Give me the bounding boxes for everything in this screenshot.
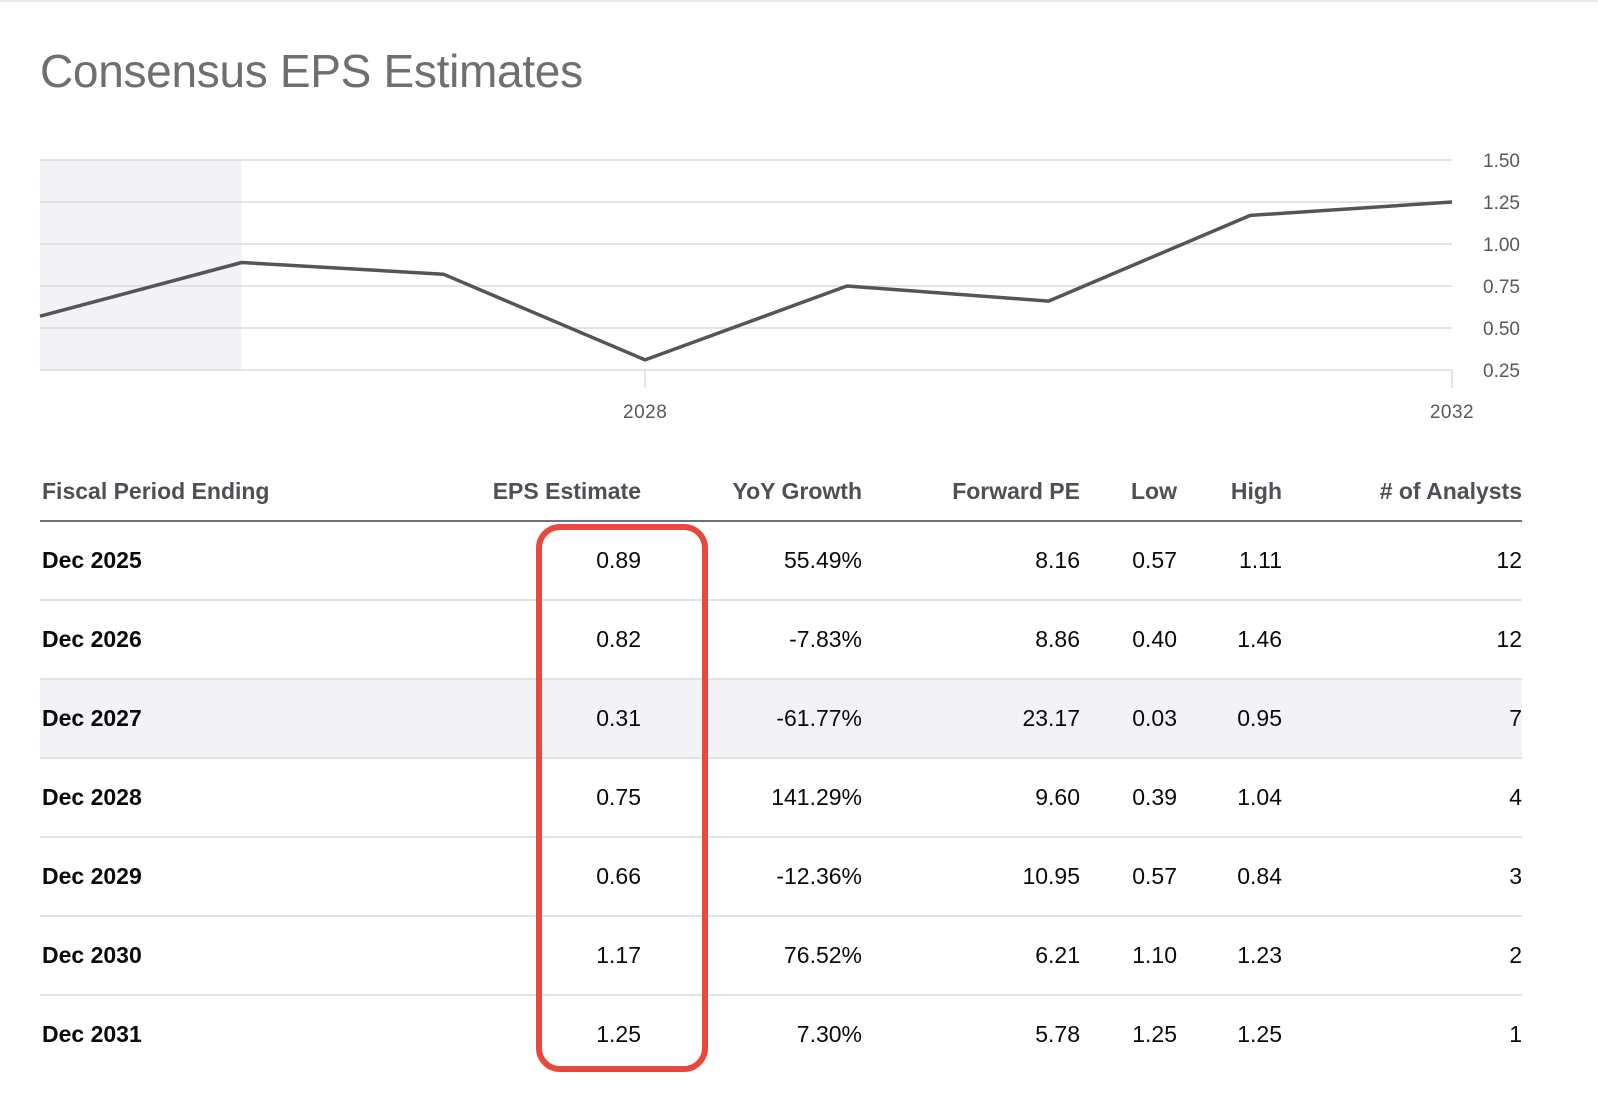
gridlines	[40, 159, 1452, 371]
high-cell: 1.04	[1177, 758, 1282, 838]
table-row: Dec 2030 1.17 76.52% 6.21 1.10 1.23 2	[40, 916, 1522, 996]
y-tick-label: 0.25	[1483, 361, 1520, 382]
data-point	[240, 260, 244, 264]
high-cell: 0.95	[1177, 679, 1282, 759]
data-point	[1450, 200, 1454, 204]
forward-pe-cell: 8.16	[862, 521, 1080, 601]
high-cell: 1.11	[1177, 521, 1282, 601]
yoy-growth-cell: -61.77%	[641, 679, 862, 759]
table-row-highlighted: Dec 2027 0.31 -61.77% 23.17 0.03 0.95 7	[40, 679, 1522, 759]
forward-pe-cell: 10.95	[862, 837, 1080, 917]
high-cell: 0.84	[1177, 837, 1282, 917]
x-axis-ticks: 2028 2032	[623, 370, 1474, 423]
fiscal-period-cell: Dec 2030	[40, 916, 381, 996]
column-header-fiscal-period[interactable]: Fiscal Period Ending	[40, 462, 381, 522]
analysts-cell: 2	[1282, 916, 1522, 996]
yoy-growth-cell: -7.83%	[641, 600, 862, 680]
table-row: Dec 2029 0.66 -12.36% 10.95 0.57 0.84 3	[40, 837, 1522, 917]
analysts-cell: 3	[1282, 837, 1522, 917]
forward-pe-cell: 23.17	[862, 679, 1080, 759]
analysts-cell: 4	[1282, 758, 1522, 838]
low-cell: 0.57	[1080, 837, 1177, 917]
yoy-growth-cell: 55.49%	[641, 521, 862, 601]
yoy-growth-cell: 141.29%	[641, 758, 862, 838]
eps-line-chart: 0.25 0.50 0.75 1.00 1.25 1.50 2028 2032	[38, 151, 1520, 423]
table-header-row: Fiscal Period Ending EPS Estimate YoY Gr…	[40, 462, 1522, 522]
eps-estimate-cell: 1.25	[596, 1021, 641, 1047]
eps-estimate-cell: 0.66	[381, 837, 641, 917]
fiscal-period-cell: Dec 2031	[42, 1021, 142, 1047]
data-point	[643, 358, 647, 362]
y-tick-label: 1.25	[1483, 193, 1520, 214]
top-divider	[0, 0, 1598, 2]
column-header-forward-pe[interactable]: Forward PE	[862, 462, 1080, 522]
eps-estimates-table: Fiscal Period Ending EPS Estimate YoY Gr…	[40, 462, 1522, 1073]
data-point	[845, 284, 849, 288]
analysts-cell: 7	[1282, 679, 1522, 759]
analysts-cell: 1	[1509, 1021, 1522, 1047]
x-tick-label: 2032	[1430, 402, 1474, 423]
eps-series-line	[39, 200, 1453, 362]
yoy-growth-cell: -12.36%	[641, 837, 862, 917]
low-cell: 0.39	[1080, 758, 1177, 838]
historical-shaded-region	[40, 160, 242, 370]
forward-pe-cell: 9.60	[862, 758, 1080, 838]
yoy-growth-cell: 76.52%	[641, 916, 862, 996]
column-header-low[interactable]: Low	[1080, 462, 1177, 522]
column-header-high[interactable]: High	[1177, 462, 1282, 522]
fiscal-period-cell: Dec 2029	[40, 837, 381, 917]
table-row: Dec 2026 0.82 -7.83% 8.86 0.40 1.46 12	[40, 600, 1522, 680]
high-cell: 1.23	[1177, 916, 1282, 996]
data-point	[1047, 299, 1051, 303]
eps-estimate-cell: 0.31	[381, 679, 641, 759]
high-cell: 1.46	[1177, 600, 1282, 680]
fiscal-period-cell: Dec 2026	[40, 600, 381, 680]
column-header-eps-estimate[interactable]: EPS Estimate	[381, 462, 641, 522]
low-cell: 0.57	[1080, 521, 1177, 601]
analysts-cell: 12	[1282, 521, 1522, 601]
y-tick-label: 1.00	[1483, 235, 1520, 256]
high-cell: 1.25	[1237, 1021, 1282, 1047]
column-header-analysts[interactable]: # of Analysts	[1282, 462, 1522, 522]
eps-estimate-cell: 0.89	[381, 521, 641, 601]
eps-estimate-cell: 1.17	[381, 916, 641, 996]
yoy-growth-cell: 7.30%	[796, 1021, 862, 1047]
table-row: Dec 2028 0.75 141.29% 9.60 0.39 1.04 4	[40, 758, 1522, 838]
forward-pe-cell: 6.21	[862, 916, 1080, 996]
low-cell: 1.25	[1132, 1021, 1177, 1047]
forward-pe-cell: 5.78	[1035, 1021, 1080, 1047]
eps-series-points	[38, 200, 1454, 362]
table-row: Dec 2025 0.89 55.49% 8.16 0.57 1.11 12	[40, 521, 1522, 601]
fiscal-period-cell: Dec 2028	[40, 758, 381, 838]
y-tick-label: 1.50	[1483, 151, 1520, 172]
x-tick-label: 2028	[623, 402, 667, 423]
eps-estimate-cell: 0.75	[381, 758, 641, 838]
forward-pe-cell: 8.86	[862, 600, 1080, 680]
page-title: Consensus EPS Estimates	[40, 45, 583, 97]
data-point	[441, 272, 445, 276]
column-header-yoy-growth[interactable]: YoY Growth	[641, 462, 862, 522]
eps-estimate-cell: 0.82	[381, 600, 641, 680]
y-tick-label: 0.75	[1483, 277, 1520, 298]
data-point	[38, 314, 42, 318]
data-point	[1248, 213, 1252, 217]
analysts-cell: 12	[1282, 600, 1522, 680]
low-cell: 0.03	[1080, 679, 1177, 759]
fiscal-period-cell: Dec 2027	[40, 679, 381, 759]
fiscal-period-cell: Dec 2025	[40, 521, 381, 601]
low-cell: 0.40	[1080, 600, 1177, 680]
table-row: Dec 2031 1.25 7.30% 5.78 1.25 1.25 1	[40, 995, 1522, 1073]
y-axis-ticks: 0.25 0.50 0.75 1.00 1.25 1.50	[1483, 151, 1520, 382]
y-tick-label: 0.50	[1483, 319, 1520, 340]
low-cell: 1.10	[1080, 916, 1177, 996]
